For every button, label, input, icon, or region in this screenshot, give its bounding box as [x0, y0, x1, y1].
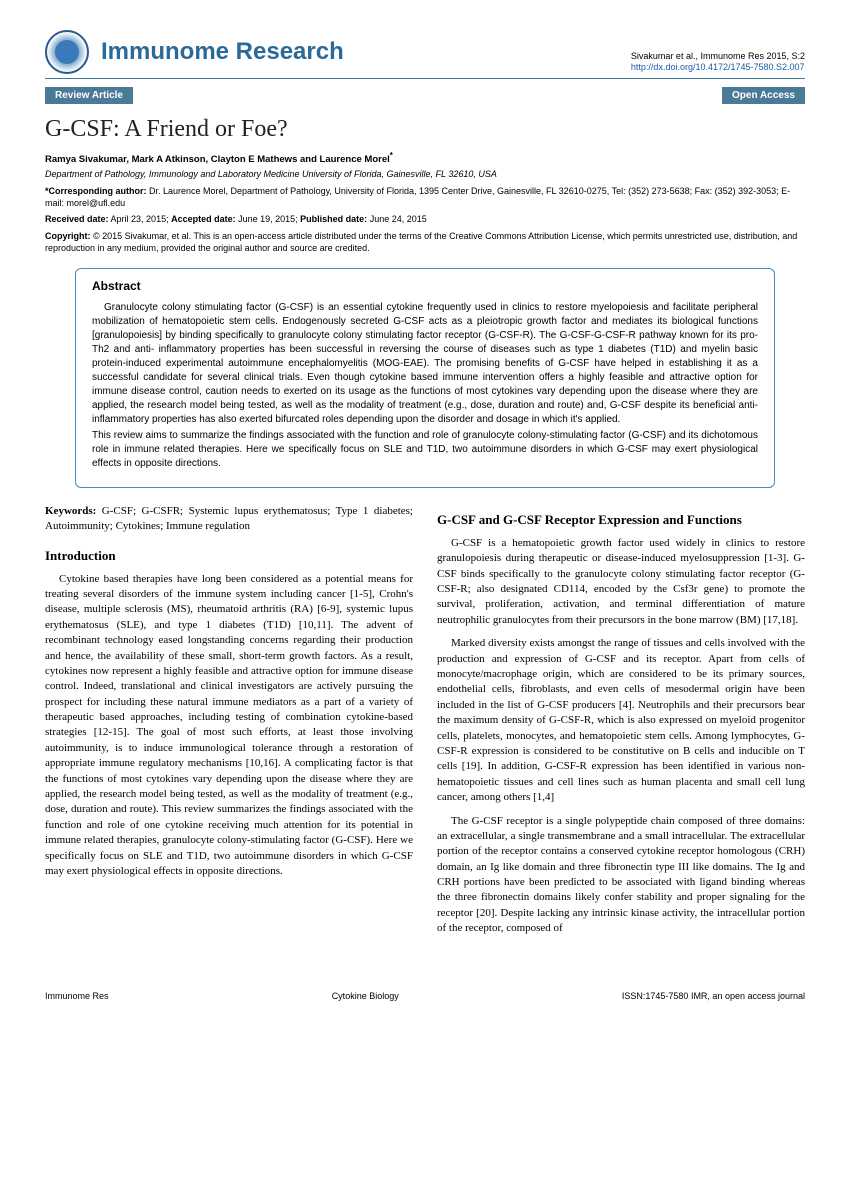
- affiliation: Department of Pathology, Immunology and …: [45, 169, 805, 179]
- doi-link[interactable]: http://dx.doi.org/10.4172/1745-7580.S2.0…: [631, 62, 805, 74]
- copyright-text: © 2015 Sivakumar, et al. This is an open…: [45, 231, 797, 253]
- footer-center: Cytokine Biology: [332, 991, 399, 1001]
- keywords-line: Keywords: G-CSF; G-CSFR; Systemic lupus …: [45, 504, 413, 534]
- publisher-logo-icon: [45, 30, 89, 74]
- citation-block: Sivakumar et al., Immunome Res 2015, S:2…: [631, 51, 805, 74]
- left-column: Keywords: G-CSF; G-CSFR; Systemic lupus …: [45, 504, 413, 945]
- authors-text: Ramya Sivakumar, Mark A Atkinson, Clayto…: [45, 154, 390, 165]
- intro-paragraph: Cytokine based therapies have long been …: [45, 572, 413, 880]
- keywords-text: G-CSF; G-CSFR; Systemic lupus erythemato…: [45, 505, 413, 532]
- abstract-text: Granulocyte colony stimulating factor (G…: [92, 301, 758, 471]
- footer-left: Immunome Res: [45, 991, 109, 1001]
- journal-title: Immunome Research: [101, 38, 344, 66]
- tag-row: Review Article Open Access: [45, 87, 805, 104]
- s2-p3: The G-CSF receptor is a single polypepti…: [437, 814, 805, 937]
- corresponding-author: *Corresponding author: Dr. Laurence More…: [45, 185, 805, 209]
- right-column: G-CSF and G-CSF Receptor Expression and …: [437, 504, 805, 945]
- abstract-heading: Abstract: [92, 279, 758, 293]
- dates-line: Received date: April 23, 2015; Accepted …: [45, 213, 805, 225]
- keywords-label: Keywords:: [45, 505, 96, 517]
- copyright-label: Copyright:: [45, 231, 91, 241]
- copyright-line: Copyright: © 2015 Sivakumar, et al. This…: [45, 230, 805, 254]
- citation-text: Sivakumar et al., Immunome Res 2015, S:2: [631, 51, 805, 63]
- received-label: Received date:: [45, 214, 109, 224]
- authors-line: Ramya Sivakumar, Mark A Atkinson, Clayto…: [45, 151, 805, 165]
- journal-block: Immunome Research: [45, 30, 344, 74]
- abstract-p2: This review aims to summarize the findin…: [92, 429, 758, 471]
- section2-heading: G-CSF and G-CSF Receptor Expression and …: [437, 512, 805, 528]
- published-label: Published date:: [300, 214, 367, 224]
- s2-p2: Marked diversity exists amongst the rang…: [437, 636, 805, 805]
- body-columns: Keywords: G-CSF; G-CSFR; Systemic lupus …: [45, 504, 805, 945]
- abstract-box: Abstract Granulocyte colony stimulating …: [75, 268, 775, 488]
- accepted-label: Accepted date:: [171, 214, 236, 224]
- abstract-p1: Granulocyte colony stimulating factor (G…: [92, 301, 758, 427]
- footer-right: ISSN:1745-7580 IMR, an open access journ…: [622, 991, 805, 1001]
- corresponding-label: *Corresponding author:: [45, 186, 147, 196]
- accepted-date: June 19, 2015;: [236, 214, 301, 224]
- section2-body: G-CSF is a hematopoietic growth factor u…: [437, 536, 805, 937]
- page-footer: Immunome Res Cytokine Biology ISSN:1745-…: [45, 985, 805, 1001]
- received-date: April 23, 2015;: [109, 214, 172, 224]
- page-header: Immunome Research Sivakumar et al., Immu…: [45, 30, 805, 79]
- open-access-tag: Open Access: [722, 87, 805, 104]
- published-date: June 24, 2015: [367, 214, 427, 224]
- intro-body: Cytokine based therapies have long been …: [45, 572, 413, 880]
- intro-heading: Introduction: [45, 548, 413, 564]
- corresponding-text: Dr. Laurence Morel, Department of Pathol…: [45, 186, 790, 208]
- article-type-tag: Review Article: [45, 87, 133, 104]
- s2-p1: G-CSF is a hematopoietic growth factor u…: [437, 536, 805, 628]
- article-title: G-CSF: A Friend or Foe?: [45, 116, 805, 143]
